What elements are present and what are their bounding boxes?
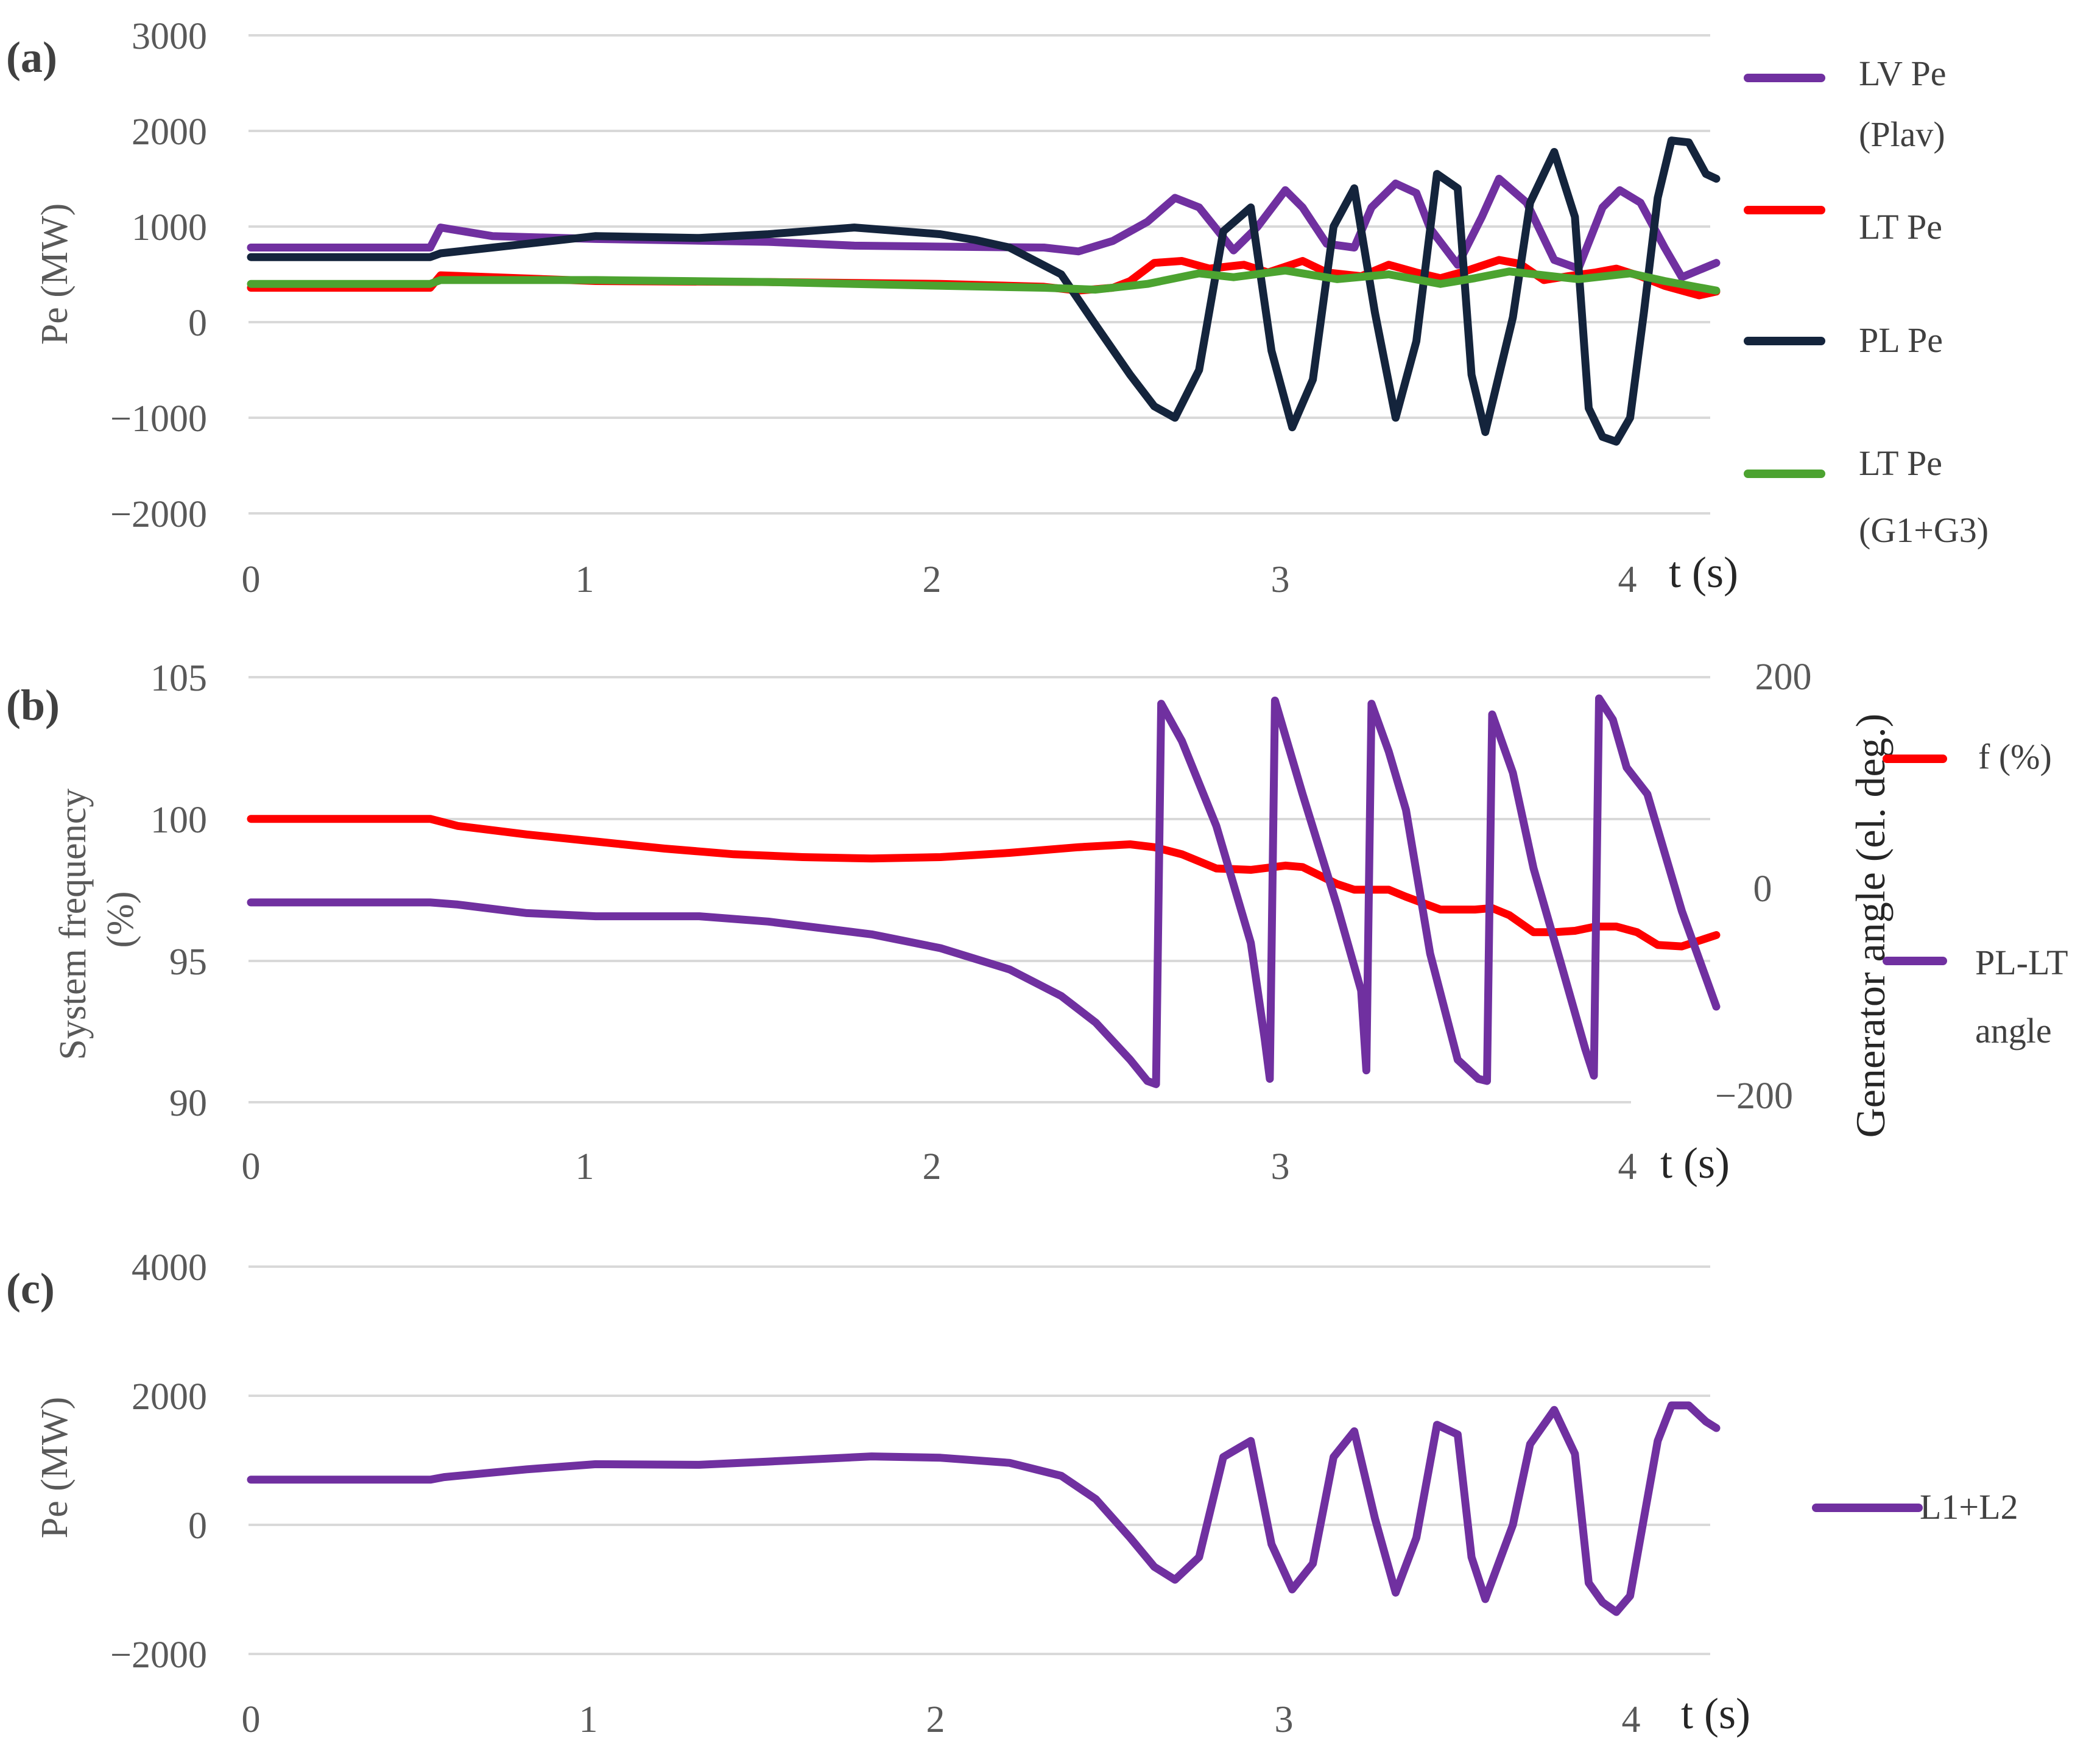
panel-c: (c) 4000 2000 0 −2000 0 1 2 3 4 t (s) Pe… xyxy=(6,1247,2018,1740)
x-tick-label: 2 xyxy=(923,559,942,600)
panel-a-grid xyxy=(248,34,1710,515)
legend-label: PL-LT xyxy=(1975,943,2068,982)
panel-c-x-axis-title: t (s) xyxy=(1681,1689,1750,1738)
y-tick-label: 3000 xyxy=(132,16,207,57)
y-right-tick-label: 0 xyxy=(1753,868,1772,910)
y-tick-label: 0 xyxy=(188,303,207,344)
panel-c-label: (c) xyxy=(6,1264,55,1313)
x-tick-label: 0 xyxy=(242,1699,261,1740)
y-tick-label: −2000 xyxy=(110,1634,207,1676)
x-tick-label: 4 xyxy=(1622,1699,1641,1740)
panel-b-y-right-ticks: 200 0 −200 xyxy=(1715,656,1811,1117)
panel-a-y-axis-title: Pe (MW) xyxy=(34,203,76,345)
y-tick-label: 1000 xyxy=(132,207,207,248)
panel-a-plot xyxy=(247,136,1721,446)
y-tick-label: 100 xyxy=(150,800,207,841)
panel-a: (a) 3000 2000 1000 0 −1000 −2000 0 1 2 3… xyxy=(6,16,1989,600)
legend-label: (G1+G3) xyxy=(1859,510,1989,550)
y-tick-label: 0 xyxy=(188,1505,207,1547)
panel-c-x-ticks: 0 1 2 3 4 xyxy=(242,1699,1641,1740)
y-left-title-line: System frequency xyxy=(52,789,94,1060)
x-tick-label: 3 xyxy=(1271,1146,1290,1187)
legend-label: LV Pe xyxy=(1859,54,1946,93)
y-tick-label: 105 xyxy=(150,658,207,699)
panel-b-x-axis-title: t (s) xyxy=(1660,1139,1730,1187)
panel-c-y-ticks: 4000 2000 0 −2000 xyxy=(110,1247,207,1676)
series-line-lt-pe-g1-g3 xyxy=(247,266,1721,295)
y-tick-label: −1000 xyxy=(110,398,207,440)
x-tick-label: 3 xyxy=(1271,559,1290,600)
x-tick-label: 2 xyxy=(923,1146,942,1187)
y-right-tick-label: −200 xyxy=(1715,1075,1793,1117)
series-line-pl-lt-angle xyxy=(247,694,1721,1088)
panel-b-x-ticks: 0 1 2 3 4 xyxy=(242,1146,1637,1187)
series-line-l1-l2 xyxy=(247,1401,1721,1616)
panel-b-y-left-ticks: 105 100 95 90 xyxy=(150,658,207,1124)
x-tick-label: 0 xyxy=(242,1146,261,1187)
panel-a-legend: LV Pe (Plav) LT Pe PL Pe LT Pe (G1+G3) xyxy=(1744,54,1989,550)
legend-label: PL Pe xyxy=(1859,320,1943,360)
panel-b-y-left-title: System frequency (%) xyxy=(52,779,141,1060)
y-tick-label: 4000 xyxy=(132,1247,207,1289)
series-line-lv-pe-plav xyxy=(247,175,1721,281)
panel-b-y-right-title: Generator angle (el. deg.) xyxy=(1847,714,1894,1138)
y-tick-label: 2000 xyxy=(132,1376,207,1418)
legend-item-lv-pe-plav: LV Pe (Plav) xyxy=(1744,54,1946,154)
legend-item-lt-pe: LT Pe xyxy=(1744,206,1942,247)
x-tick-label: 3 xyxy=(1275,1699,1294,1740)
panel-a-label: (a) xyxy=(6,33,57,82)
y-tick-label: −2000 xyxy=(110,494,207,535)
legend-item-pl-pe: PL Pe xyxy=(1744,320,1943,360)
y-tick-label: 95 xyxy=(169,941,207,983)
panel-a-x-ticks: 0 1 2 3 4 xyxy=(242,559,1637,600)
x-tick-label: 4 xyxy=(1618,1146,1637,1187)
panel-c-y-axis-title: Pe (MW) xyxy=(34,1397,76,1538)
legend-label: angle xyxy=(1975,1011,2052,1050)
panel-a-x-axis-title: t (s) xyxy=(1669,548,1738,597)
panel-b-label: (b) xyxy=(6,681,60,730)
x-tick-label: 1 xyxy=(576,1146,594,1187)
legend-label: LT Pe xyxy=(1859,207,1942,247)
y-tick-label: 90 xyxy=(169,1083,207,1124)
panel-a-y-ticks: 3000 2000 1000 0 −1000 −2000 xyxy=(110,16,207,535)
series-line-pl-pe xyxy=(247,136,1721,446)
legend-item-lt-pe-g1-g3: LT Pe (G1+G3) xyxy=(1744,443,1989,550)
x-tick-label: 1 xyxy=(576,559,594,600)
y-right-tick-label: 200 xyxy=(1755,656,1812,698)
panel-c-legend: L1+L2 xyxy=(1812,1487,2018,1527)
panel-b: (b) 105 100 95 90 200 0 −200 0 1 2 3 4 t… xyxy=(6,656,2068,1187)
panel-b-plot xyxy=(247,694,1721,1088)
x-tick-label: 2 xyxy=(926,1699,945,1740)
panel-b-legend: f (%) PL-LT angle xyxy=(1883,737,2068,1050)
x-tick-label: 1 xyxy=(579,1699,598,1740)
x-tick-label: 0 xyxy=(242,559,261,600)
legend-label: f (%) xyxy=(1978,737,2052,776)
legend-item-frequency: f (%) xyxy=(1883,737,2052,776)
legend-label: LT Pe xyxy=(1859,443,1942,483)
legend-item-l1-l2: L1+L2 xyxy=(1812,1487,2018,1527)
series-line-frequency xyxy=(247,815,1721,951)
y-left-title-line: (%) xyxy=(100,892,141,948)
panel-c-plot xyxy=(247,1401,1721,1616)
legend-item-pl-lt-angle: PL-LT angle xyxy=(1883,943,2068,1050)
x-tick-label: 4 xyxy=(1618,559,1637,600)
legend-label: (Plav) xyxy=(1859,114,1945,154)
legend-label: L1+L2 xyxy=(1920,1487,2018,1527)
y-tick-label: 2000 xyxy=(132,111,207,153)
